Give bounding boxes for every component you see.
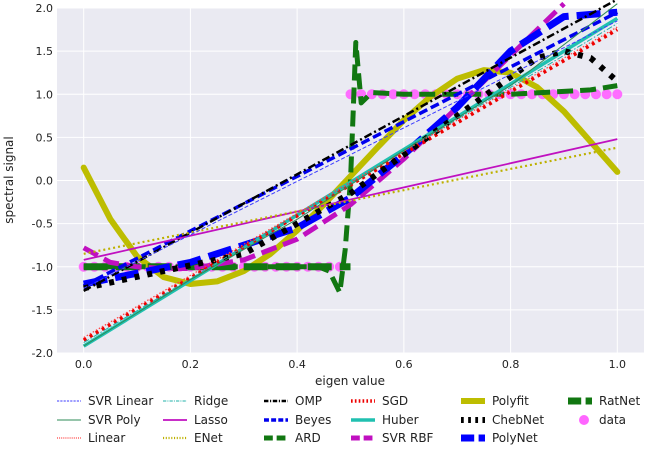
x-tick-label: 0.4	[288, 358, 306, 371]
series-enet-line	[83, 146, 618, 255]
data-point	[388, 89, 399, 100]
legend-label: OMP	[295, 394, 322, 408]
legend-item-polynet: PolyNet	[461, 431, 538, 445]
legend-label: Polyfit	[492, 394, 529, 408]
legend-swatch	[579, 415, 589, 425]
y-tick-label: 2.0	[36, 2, 54, 15]
legend-item-lasso: Lasso	[163, 413, 228, 427]
legend-label: Linear	[88, 431, 125, 445]
series-polynet-line	[83, 8, 618, 288]
y-axis-label: spectral signal	[2, 136, 16, 224]
legend-label: ENet	[194, 431, 223, 445]
legend-label: SVR Poly	[88, 413, 141, 427]
series-ridge-line	[83, 23, 618, 344]
series-svr-linear-line	[83, 20, 618, 289]
legend-item-ridge: Ridge	[163, 394, 228, 408]
legend-label: SVR RBF	[382, 431, 434, 445]
y-tick-label: 1.0	[36, 88, 54, 101]
y-tick-label: -1.0	[32, 261, 53, 274]
legend-item-enet: ENet	[163, 431, 223, 445]
legend-label: ARD	[295, 431, 321, 445]
legend-item-data: data	[579, 413, 626, 427]
legend-item-ard: ARD	[264, 431, 321, 445]
legend-item-svr-linear: SVR Linear	[57, 394, 153, 408]
x-tick-label: 1.0	[609, 358, 627, 371]
series-linear-line	[83, 26, 618, 339]
legend-item-ratnet: RatNet	[568, 394, 640, 408]
legend-label: Lasso	[194, 413, 228, 427]
y-tick-label: 0.0	[36, 175, 54, 188]
legend-item-sgd: SGD	[351, 394, 408, 408]
legend-label: PolyNet	[492, 431, 538, 445]
data-point	[601, 89, 612, 100]
legend-item-omp: OMP	[264, 394, 322, 408]
series-chebnet-line	[83, 48, 620, 292]
legend-label: Beyes	[295, 413, 331, 427]
legend-item-huber: Huber	[351, 413, 419, 427]
y-tick-label: 0.5	[36, 131, 54, 144]
x-tick-label: 0.6	[395, 358, 413, 371]
legend: SVR Linear SVR Poly Linear Ridge Lasso ENet OM…	[57, 394, 640, 445]
legend-label: Ridge	[194, 394, 228, 408]
x-tick-label: 0.0	[75, 358, 93, 371]
legend-item-polyfit: Polyfit	[461, 394, 529, 408]
legend-label: Huber	[382, 413, 419, 427]
legend-item-svr-poly: SVR Poly	[57, 413, 141, 427]
legend-item-chebnet: ChebNet	[461, 413, 544, 427]
legend-label: SGD	[382, 394, 408, 408]
legend-label: SVR Linear	[88, 394, 153, 408]
y-tick-label: 1.5	[36, 45, 54, 58]
legend-item-linear: Linear	[57, 431, 125, 445]
y-tick-label: -0.5	[32, 218, 53, 231]
legend-label: data	[599, 413, 626, 427]
series-omp-line	[83, 0, 618, 292]
y-tick-label: -1.5	[32, 304, 53, 317]
y-tick-label: -2.0	[32, 347, 53, 360]
series-layer	[78, 0, 623, 348]
legend-label: ChebNet	[492, 413, 544, 427]
legend-item-beyes: Beyes	[264, 413, 331, 427]
data-point	[612, 89, 623, 100]
series-lasso-line	[83, 138, 618, 261]
x-tick-label: 0.2	[182, 358, 200, 371]
series-ard-line	[83, 40, 618, 296]
legend-item-svr-rbf: SVR RBF	[351, 431, 434, 445]
series-svr-poly-line	[83, 3, 618, 347]
x-axis-label: eigen value	[315, 374, 385, 388]
x-tick-label: 0.8	[502, 358, 520, 371]
legend-label: RatNet	[599, 394, 640, 408]
tick-labels: 0.0 0.2 0.4 0.6 0.8 1.0 -2.0 -1.5 -1.0 -0.5 0.0 0.5…	[32, 2, 627, 371]
